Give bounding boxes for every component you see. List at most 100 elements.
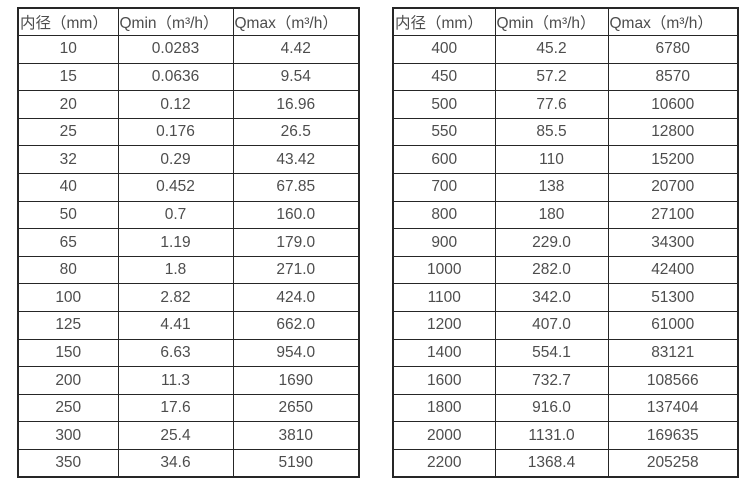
- table-cell: 2650: [232, 393, 360, 423]
- table-cell: 400: [392, 35, 496, 64]
- table-cell: 32: [17, 145, 119, 175]
- table-cell: 20: [17, 90, 119, 119]
- table-cell: 954.0: [232, 338, 360, 368]
- table-row: 1100 342.0 51300: [392, 283, 739, 313]
- table-cell: 20700: [607, 173, 739, 202]
- table-row: 25 0.176 26.5: [17, 117, 360, 147]
- table-row: 80 1.8 271.0: [17, 255, 360, 285]
- table-row: 450 57.2 8570: [392, 62, 739, 92]
- table-cell: 900: [392, 228, 496, 257]
- table-cell: 700: [392, 173, 496, 202]
- table-cell: 6.63: [117, 338, 234, 368]
- table-row: 800 180 27100: [392, 200, 739, 230]
- table-cell: 11.3: [117, 366, 234, 395]
- table-cell: 137404: [607, 393, 739, 423]
- table-cell: 342.0: [494, 283, 609, 313]
- table-cell: 0.29: [117, 145, 234, 175]
- table-cell: 34.6: [117, 449, 234, 478]
- table-cell: 179.0: [232, 228, 360, 257]
- table-cell: 1200: [392, 311, 496, 340]
- table-cell: 1.19: [117, 228, 234, 257]
- table-cell: 0.452: [117, 173, 234, 202]
- table-cell: 67.85: [232, 173, 360, 202]
- table-cell: 16.96: [232, 90, 360, 119]
- table-cell: 800: [392, 200, 496, 230]
- table-cell: 57.2: [494, 62, 609, 92]
- table-cell: 0.0283: [117, 35, 234, 64]
- table-cell: 34300: [607, 228, 739, 257]
- table-cell: 61000: [607, 311, 739, 340]
- table-cell: 150: [17, 338, 119, 368]
- table-cell: 25: [17, 117, 119, 147]
- table-cell: 125: [17, 311, 119, 340]
- column-header-diameter: 内径（mm）: [17, 7, 119, 37]
- table-cell: 550: [392, 117, 496, 147]
- table-cell: 10: [17, 35, 119, 64]
- table-cell: 180: [494, 200, 609, 230]
- table-row: 65 1.19 179.0: [17, 228, 360, 257]
- table-cell: 2000: [392, 421, 496, 450]
- table-cell: 300: [17, 421, 119, 450]
- table-cell: 205258: [607, 449, 739, 478]
- table-row: 250 17.6 2650: [17, 393, 360, 423]
- table-cell: 10600: [607, 90, 739, 119]
- table-cell: 9.54: [232, 62, 360, 92]
- table-row: 350 34.6 5190: [17, 449, 360, 478]
- flow-table-dn10-350: 内径（mm） Qmin（m³/h） Qmax（m³/h） 10 0.0283 4.4…: [17, 7, 360, 479]
- table-cell: 25.4: [117, 421, 234, 450]
- table-cell: 26.5: [232, 117, 360, 147]
- column-header-qmin: Qmin（m³/h）: [494, 7, 609, 37]
- table-cell: 65: [17, 228, 119, 257]
- table-row: 600 110 15200: [392, 145, 739, 175]
- table-cell: 450: [392, 62, 496, 92]
- table-row: 550 85.5 12800: [392, 117, 739, 147]
- table-row: 1600 732.7 108566: [392, 366, 739, 395]
- table-cell: 250: [17, 393, 119, 423]
- table-cell: 51300: [607, 283, 739, 313]
- table-cell: 282.0: [494, 255, 609, 285]
- table-cell: 17.6: [117, 393, 234, 423]
- table-cell: 40: [17, 173, 119, 202]
- table-cell: 85.5: [494, 117, 609, 147]
- column-header-qmax: Qmax（m³/h）: [232, 7, 360, 37]
- table-cell: 45.2: [494, 35, 609, 64]
- table-row: 300 25.4 3810: [17, 421, 360, 450]
- table-row: 20 0.12 16.96: [17, 90, 360, 119]
- table-cell: 4.41: [117, 311, 234, 340]
- table-cell: 50: [17, 200, 119, 230]
- column-header-qmax: Qmax（m³/h）: [607, 7, 739, 37]
- table-cell: 77.6: [494, 90, 609, 119]
- table-cell: 1131.0: [494, 421, 609, 450]
- table-cell: 1368.4: [494, 449, 609, 478]
- table-row: 10 0.0283 4.42: [17, 35, 360, 64]
- table-row: 50 0.7 160.0: [17, 200, 360, 230]
- table-cell: 407.0: [494, 311, 609, 340]
- table-cell: 229.0: [494, 228, 609, 257]
- table-cell: 200: [17, 366, 119, 395]
- table-row: 500 77.6 10600: [392, 90, 739, 119]
- table-cell: 169635: [607, 421, 739, 450]
- table-cell: 424.0: [232, 283, 360, 313]
- flow-table-dn400-2200: 内径（mm） Qmin（m³/h） Qmax（m³/h） 400 45.2 6780…: [392, 7, 739, 479]
- table-cell: 1100: [392, 283, 496, 313]
- table-row: 100 2.82 424.0: [17, 283, 360, 313]
- table-row: 32 0.29 43.42: [17, 145, 360, 175]
- table-cell: 500: [392, 90, 496, 119]
- table-row: 1400 554.1 83121: [392, 338, 739, 368]
- table-cell: 554.1: [494, 338, 609, 368]
- table-row: 150 6.63 954.0: [17, 338, 360, 368]
- table-cell: 2.82: [117, 283, 234, 313]
- table-cell: 6780: [607, 35, 739, 64]
- table-cell: 8570: [607, 62, 739, 92]
- table-row: 40 0.452 67.85: [17, 173, 360, 202]
- table-cell: 0.7: [117, 200, 234, 230]
- table-cell: 1690: [232, 366, 360, 395]
- table-cell: 43.42: [232, 145, 360, 175]
- table-cell: 138: [494, 173, 609, 202]
- table-cell: 5190: [232, 449, 360, 478]
- column-header-diameter: 内径（mm）: [392, 7, 496, 37]
- table-cell: 3810: [232, 421, 360, 450]
- table-cell: 1600: [392, 366, 496, 395]
- table-cell: 0.0636: [117, 62, 234, 92]
